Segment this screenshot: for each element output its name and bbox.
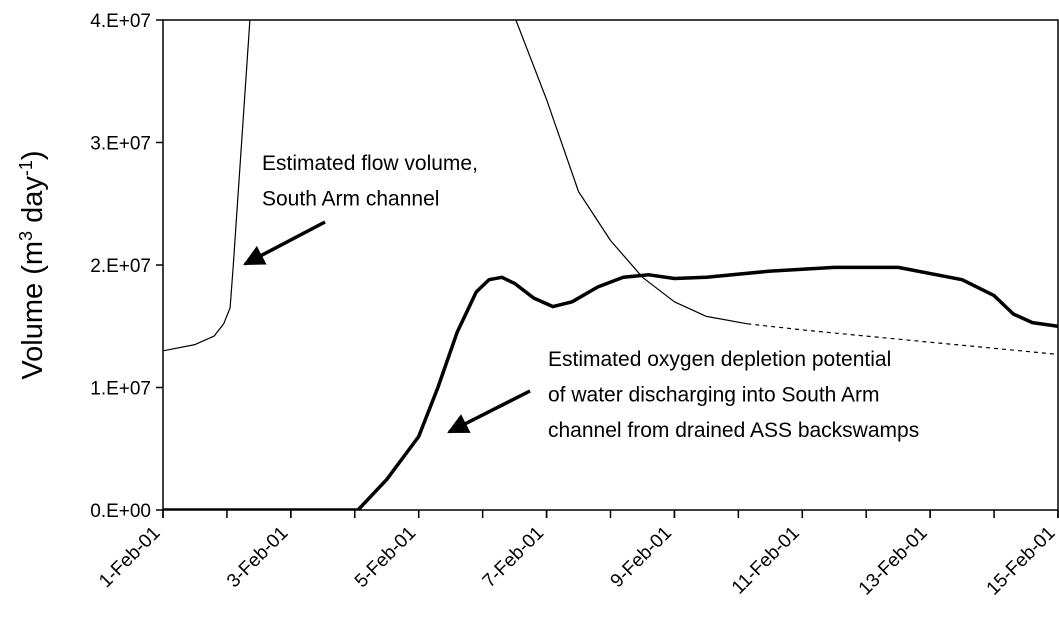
x-tick-label: 9-Feb-01	[607, 523, 676, 592]
annotation: channel from drained ASS backswamps	[548, 419, 919, 442]
line-series	[163, 265, 1058, 510]
y-tick-label: 3.E+07	[90, 134, 151, 155]
line-series	[747, 323, 1058, 355]
y-tick-label: 1.E+07	[90, 379, 151, 400]
x-tick-label: 13-Feb-01	[855, 523, 932, 600]
annotation: Estimated oxygen depletion potential	[548, 348, 891, 371]
annotation: Estimated flow volume,	[262, 152, 478, 175]
x-tick-label: 15-Feb-01	[983, 523, 1059, 600]
line-series	[163, 20, 748, 352]
y-tick-label: 0.E+00	[90, 501, 151, 522]
arrow	[243, 220, 326, 266]
plot-lines	[163, 20, 1058, 510]
y-axis-title: Volume (m3 day-1)	[16, 150, 49, 379]
x-tick-label: 5-Feb-01	[351, 523, 420, 592]
arrow	[447, 389, 531, 434]
y-tick-label: 2.E+07	[90, 256, 151, 277]
x-tick-label: 1-Feb-01	[95, 523, 164, 592]
annotation: South Arm channel	[262, 188, 439, 211]
x-tick-label: 7-Feb-01	[479, 523, 548, 592]
x-tick-label: 11-Feb-01	[728, 523, 804, 599]
y-tick-label: 4.E+07	[90, 11, 151, 32]
x-tick-label: 3-Feb-01	[223, 523, 292, 592]
annotation: of water discharging into South Arm	[548, 384, 880, 407]
